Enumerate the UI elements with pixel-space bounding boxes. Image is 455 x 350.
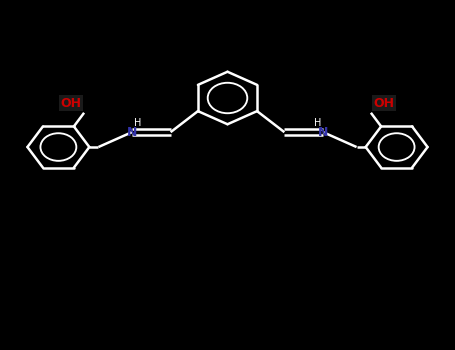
Text: H: H	[314, 118, 321, 128]
Text: N: N	[318, 126, 328, 139]
Text: H: H	[134, 118, 141, 128]
Text: OH: OH	[373, 97, 394, 110]
Text: OH: OH	[61, 97, 82, 110]
Text: N: N	[127, 126, 137, 139]
